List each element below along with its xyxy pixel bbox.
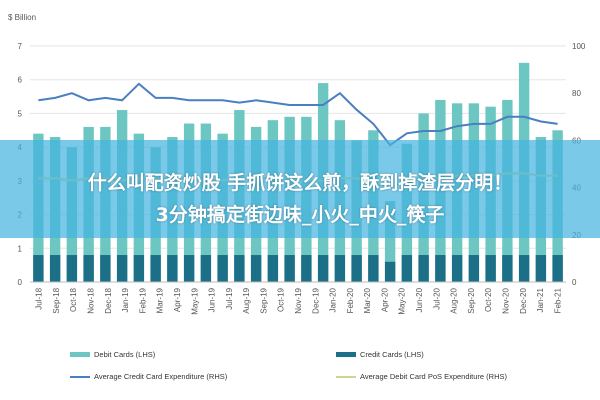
overlay-line-1: 什么叫配资炒股 手抓饼这么煎，酥到掉渣层分明！ — [87, 172, 513, 194]
credit-bar — [116, 255, 128, 282]
legend-swatch-credit — [336, 352, 356, 357]
x-tick-label: May-20 — [398, 287, 407, 314]
credit-bar — [250, 255, 262, 282]
legend-label-credit: Credit Cards (LHS) — [360, 350, 424, 359]
x-tick-label: Apr-20 — [381, 288, 390, 313]
x-tick-label: Dec-19 — [311, 287, 320, 313]
credit-bar — [451, 255, 463, 282]
legend-label-debit: Debit Cards (LHS) — [94, 350, 156, 359]
overlay-banner: 什么叫配资炒股 手抓饼这么煎，酥到掉渣层分明！ 3分钟搞定街边味_小火_中火_筷… — [0, 140, 600, 238]
x-tick-label: Jan-21 — [536, 287, 545, 312]
legend-item-debit: Debit Cards (LHS) — [70, 350, 155, 359]
credit-bar — [234, 255, 245, 282]
x-tick-label: Jul-20 — [432, 287, 441, 309]
credit-bar — [284, 255, 295, 282]
credit-bar — [49, 255, 61, 282]
x-tick-label: Jul-18 — [35, 287, 44, 309]
credit-bar — [200, 255, 212, 282]
x-tick-label: Nov-20 — [502, 287, 511, 313]
x-tick-label: Sep-18 — [52, 287, 61, 313]
credit-bar — [83, 255, 94, 282]
x-tick-label: Feb-19 — [138, 287, 147, 313]
left-tick-label: 6 — [18, 76, 23, 85]
x-tick-label: May-19 — [190, 288, 199, 315]
credit-bar — [518, 255, 530, 282]
overlay-line-2: 3分钟搞定街边味_小火_中火_筷子 — [155, 204, 445, 226]
credit-bar — [267, 255, 279, 282]
left-tick-label: 0 — [18, 278, 23, 287]
credit-bar — [150, 255, 161, 282]
x-tick-label: Sep-20 — [467, 287, 476, 313]
x-tick-label: Jun-19 — [208, 287, 217, 312]
credit-bar — [100, 255, 111, 282]
credit-bar — [384, 261, 396, 282]
legend-swatch-debit — [70, 352, 90, 357]
x-tick-label: Feb-21 — [553, 288, 562, 314]
left-tick-label: 1 — [18, 244, 23, 253]
credit-bar — [167, 255, 178, 282]
credit-bar — [368, 255, 379, 282]
legend-label-avg-debit: Average Debit Card PoS Expenditure (RHS) — [360, 372, 508, 381]
credit-bar — [317, 255, 329, 282]
debit-bar — [384, 201, 396, 282]
credit-bar — [418, 255, 429, 282]
left-tick-label: 7 — [18, 42, 23, 51]
legend: Debit Cards (LHS) Credit Cards (LHS) Ave… — [0, 336, 600, 400]
legend-item-avg-debit: Average Debit Card PoS Expenditure (RHS) — [336, 372, 507, 381]
right-tick-label: 80 — [572, 89, 581, 98]
x-tick-label: Jul-19 — [225, 287, 234, 309]
credit-bar — [33, 255, 44, 282]
credit-bar — [552, 255, 563, 282]
credit-bar — [485, 255, 496, 282]
right-tick-label: 100 — [572, 42, 586, 51]
credit-bar — [435, 255, 446, 282]
x-tick-label: Mar-19 — [156, 287, 165, 313]
credit-bar — [66, 255, 78, 282]
x-tick-label: Jun-20 — [415, 287, 424, 312]
x-tick-label: Oct-19 — [277, 287, 286, 312]
legend-item-avg-credit: Average Credit Card Expenditure (RHS) — [70, 372, 227, 381]
x-tick-label: Mar-20 — [363, 287, 372, 313]
x-tick-label: Dec-18 — [104, 287, 113, 313]
legend-label-avg-credit: Average Credit Card Expenditure (RHS) — [94, 372, 228, 381]
credit-bar — [217, 255, 228, 282]
x-tick-label: Sep-19 — [259, 287, 268, 313]
unit-label: $ Billion — [8, 13, 36, 22]
credit-bar — [183, 255, 195, 282]
x-tick-label: Aug-19 — [242, 287, 251, 313]
legend-swatch-avg-debit — [336, 375, 356, 378]
x-tick-label: Feb-20 — [346, 287, 355, 313]
legend-swatch-avg-credit — [70, 375, 90, 378]
left-tick-label: 5 — [18, 109, 23, 118]
credit-bar — [334, 255, 346, 282]
legend-item-credit: Credit Cards (LHS) — [336, 350, 424, 359]
credit-bar — [468, 255, 480, 282]
x-tick-label: Aug-20 — [450, 287, 459, 313]
x-tick-label: Nov-19 — [294, 287, 303, 313]
right-tick-label: 0 — [572, 278, 577, 287]
credit-bar — [133, 255, 145, 282]
credit-bar — [535, 255, 547, 282]
x-tick-label: Jan-19 — [121, 287, 130, 312]
credit-bar — [351, 255, 362, 282]
x-tick-label: Jan-20 — [329, 287, 338, 312]
credit-bar — [502, 255, 513, 282]
x-tick-label: Oct-18 — [69, 287, 78, 312]
axes: 01234567020406080100Jul-18Sep-18Oct-18No… — [18, 42, 586, 315]
credit-bar — [401, 255, 413, 282]
x-tick-label: Apr-19 — [173, 287, 182, 312]
credit-bar — [301, 255, 312, 282]
x-tick-label: Dec-20 — [519, 287, 528, 313]
x-tick-label: Oct-20 — [484, 287, 493, 312]
x-tick-label: Nov-18 — [87, 287, 96, 313]
avg-credit-line — [38, 82, 558, 147]
